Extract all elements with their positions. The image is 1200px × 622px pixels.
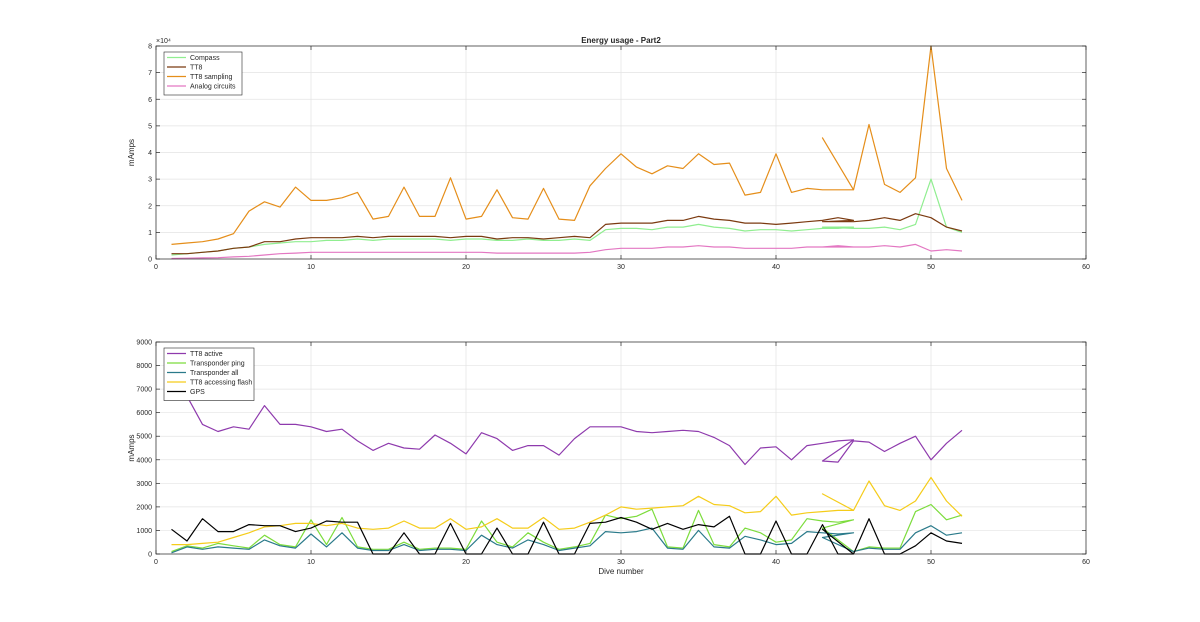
series-line-transponder-ping — [171, 503, 963, 553]
series-line-tt8 — [171, 213, 963, 255]
x-tick-label: 0 — [154, 559, 158, 566]
x-tick-label: 40 — [772, 264, 780, 271]
y-tick-label: 7000 — [136, 387, 152, 394]
legend-entry: Transponder ping — [190, 360, 245, 367]
y-axis-label: mAmps — [127, 434, 136, 461]
y-axis-label: mAmps — [127, 139, 136, 166]
y-tick-label: 3000 — [136, 481, 152, 488]
y-tick-label: 8000 — [136, 363, 152, 370]
y-tick-label: 3 — [148, 177, 152, 184]
legend-entry: TT8 sampling — [190, 74, 233, 81]
y-tick-label: 4000 — [136, 457, 152, 464]
x-tick-label: 20 — [462, 264, 470, 271]
legend-entry: GPS — [190, 389, 205, 396]
legend-entry: TT8 active — [190, 351, 223, 358]
x-tick-label: 40 — [772, 559, 780, 566]
series-line-compass — [171, 178, 963, 256]
y-tick-label: 8 — [148, 44, 152, 51]
y-tick-label: 1 — [148, 230, 152, 237]
legend-entry: Transponder all — [190, 370, 239, 377]
legend-entry: Analog circuits — [190, 83, 236, 90]
x-tick-label: 60 — [1082, 264, 1090, 271]
y-tick-label: 7 — [148, 70, 152, 77]
x-tick-label: 30 — [617, 559, 625, 566]
x-tick-label: 60 — [1082, 559, 1090, 566]
x-tick-label: 10 — [307, 264, 315, 271]
y-tick-label: 6 — [148, 97, 152, 104]
y-tick-label: 2000 — [136, 504, 152, 511]
y-tick-label: 2 — [148, 203, 152, 210]
y-tick-label: 4 — [148, 150, 152, 157]
series-line-transponder-all — [171, 525, 963, 554]
series-line-tt8-active — [171, 381, 963, 466]
x-tick-label: 0 — [154, 264, 158, 271]
y-tick-label: 0 — [148, 552, 152, 559]
x-tick-label: 50 — [927, 264, 935, 271]
y-tick-label: 5 — [148, 123, 152, 130]
bottom-axes: 0 10 20 30 40 50 60 0 1000 2000 3000 4000 5000 6000 70… — [127, 340, 1090, 577]
legend: TT8 active Transponder ping Transponder al… — [163, 347, 255, 401]
series-line-tt8-accessing-flash — [171, 476, 963, 546]
top-axes: 0 10 20 30 40 50 60 0 1 2 3 4 5 6 7 8 ×10⁴ Energy usage -… — [127, 36, 1090, 271]
x-tick-label: 30 — [617, 264, 625, 271]
x-tick-label: 50 — [927, 559, 935, 566]
x-tick-label: 10 — [307, 559, 315, 566]
x-axis-label: Dive number — [598, 567, 644, 576]
legend-box — [163, 51, 243, 96]
series-line-gps — [171, 515, 963, 555]
legend: Compass TT8 TT8 sampling Analog circuits — [163, 51, 243, 96]
y-tick-label: 5000 — [136, 434, 152, 441]
x-tick-label: 20 — [462, 559, 470, 566]
legend-entry: Compass — [190, 55, 220, 62]
legend-entry: TT8 — [190, 64, 203, 71]
y-tick-label: 0 — [148, 257, 152, 264]
y-tick-label: 6000 — [136, 410, 152, 417]
legend-entry: TT8 accessing flash — [190, 379, 252, 386]
series-line-tt8-sampling — [171, 45, 963, 245]
series-line-analog-circuits — [171, 243, 963, 260]
y-tick-label: 1000 — [136, 528, 152, 535]
y-tick-label: 9000 — [136, 340, 152, 347]
y-exponent-label: ×10⁴ — [156, 38, 171, 45]
chart-title: Energy usage - Part2 — [581, 36, 661, 45]
